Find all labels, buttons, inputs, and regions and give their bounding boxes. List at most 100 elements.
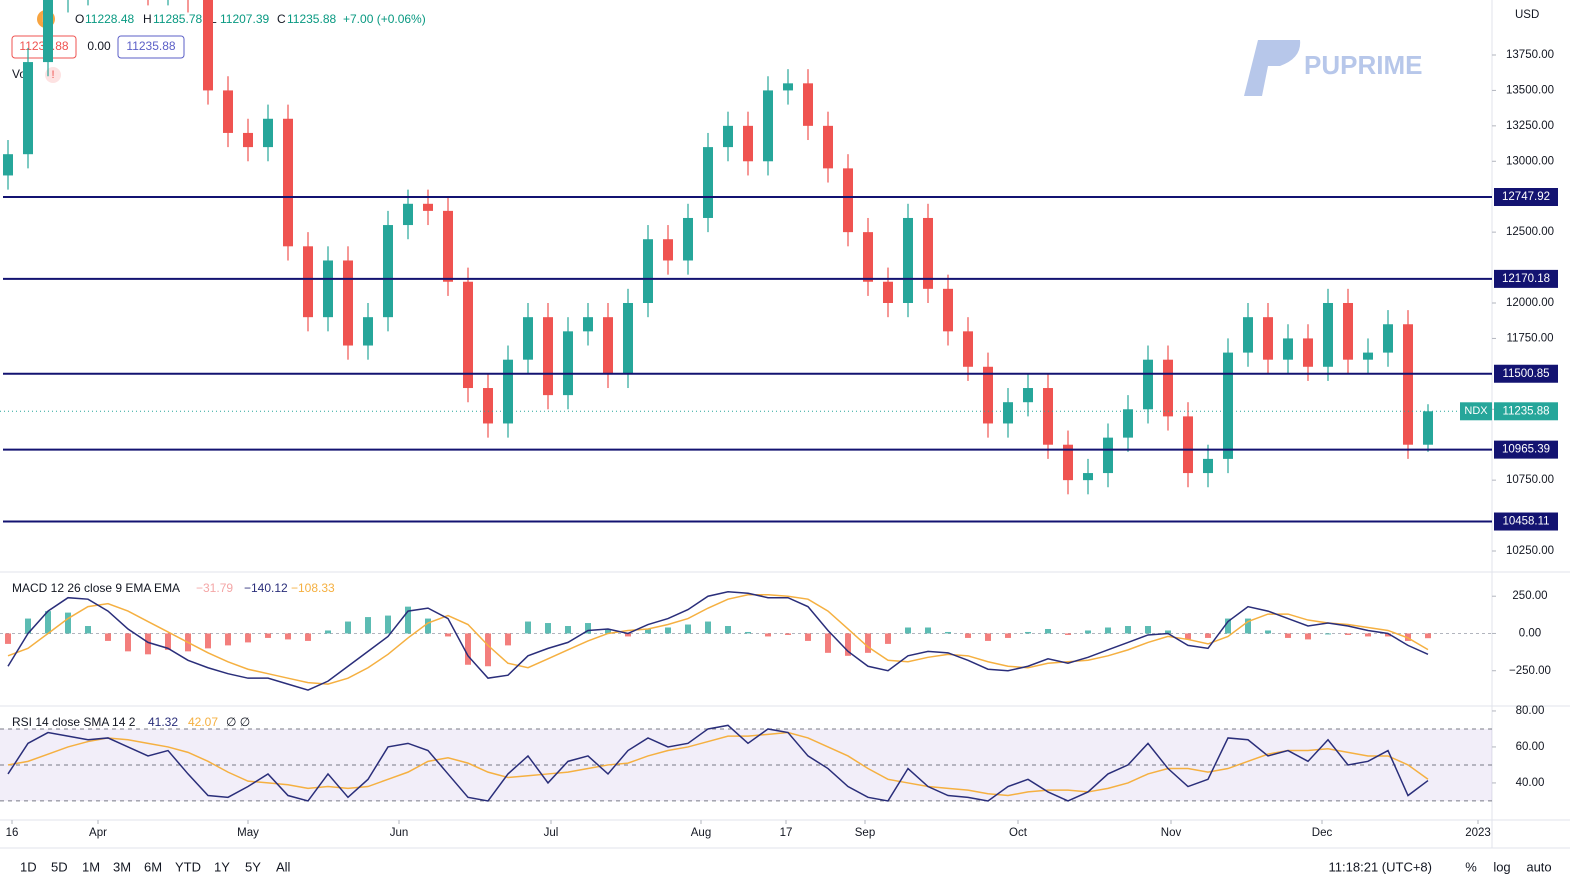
symbol-label-bg (1460, 402, 1492, 421)
candle-body (683, 217, 693, 261)
y-tick-label: 13000.00 (1506, 155, 1554, 167)
histogram-bar (885, 633, 891, 644)
histogram-bar (1365, 633, 1371, 637)
candle-body (803, 83, 813, 126)
level-label-bg (1494, 364, 1558, 383)
candle-body (23, 62, 33, 155)
price-box (117, 35, 185, 59)
candle-body (1023, 388, 1033, 403)
range-button[interactable]: 6M (144, 859, 162, 874)
candle-body (1043, 388, 1053, 445)
candle-body (223, 90, 233, 133)
histogram-bar (745, 631, 751, 634)
y-tick-label: 80.00 (1516, 705, 1545, 717)
price-box-value: 0.00 (87, 39, 111, 53)
indicator-value: −140.12 (244, 581, 288, 595)
toolbar-bg (0, 848, 1570, 890)
histogram-bar (85, 626, 91, 634)
indicator-value: −31.79 (196, 581, 233, 595)
range-button[interactable]: 1Y (214, 859, 230, 874)
histogram-bar (645, 628, 651, 634)
scale-option[interactable]: auto (1526, 859, 1551, 874)
histogram-bar (1245, 618, 1251, 634)
y-tick-label: 0.00 (1519, 627, 1541, 639)
candle-body (483, 388, 493, 424)
histogram-bar (705, 621, 711, 634)
histogram-bar (1305, 633, 1311, 640)
histogram-bar (245, 633, 251, 643)
histogram-bar (1045, 628, 1051, 634)
range-button[interactable]: 1M (82, 859, 100, 874)
candle-body (43, 0, 53, 63)
range-button[interactable]: All (276, 859, 291, 874)
range-button[interactable]: 5D (51, 859, 68, 874)
histogram-bar (825, 633, 831, 653)
histogram-bar (965, 633, 971, 638)
histogram-bar (465, 633, 471, 665)
histogram-bar (265, 633, 271, 638)
candle-body (523, 317, 533, 360)
histogram-bar (125, 633, 131, 652)
histogram-bar (765, 633, 771, 637)
range-button[interactable]: 1D (20, 859, 37, 874)
y-tick-label: 11750.00 (1506, 332, 1553, 344)
histogram-bar (285, 633, 291, 640)
range-button[interactable]: YTD (175, 859, 201, 874)
candle-body (1283, 338, 1293, 360)
macd-line (7, 590, 1429, 691)
level-label: 10458.11 (1502, 516, 1549, 528)
level-label-bg (1494, 512, 1558, 531)
candle-body (243, 132, 253, 148)
candle-body (283, 118, 293, 247)
range-button[interactable]: 3M (113, 859, 131, 874)
level-label-bg (1494, 269, 1558, 288)
y-tick-label: −250.00 (1509, 665, 1551, 677)
candle-body (1363, 352, 1373, 360)
histogram-bar (1165, 630, 1171, 634)
sma-line (7, 731, 1429, 797)
scale-option[interactable]: % (1465, 859, 1477, 874)
ohlc-value: 11228.48 (85, 12, 134, 26)
y-tick-label: 12500.00 (1506, 226, 1554, 238)
histogram-bar (725, 626, 731, 634)
candle-body (1243, 317, 1253, 353)
y-tick-label: 60.00 (1516, 741, 1545, 753)
ohlc-value: 11207.39 (220, 12, 269, 26)
histogram-bar (605, 628, 611, 634)
candle-body (643, 239, 653, 303)
indicator-title: RSI 14 close SMA 14 2 (12, 715, 136, 729)
indicator-value: 41.32 (148, 715, 178, 729)
y-tick-label: 40.00 (1516, 777, 1545, 789)
candle-body (1183, 416, 1193, 474)
candle-body (3, 154, 13, 176)
candle-body (823, 125, 833, 169)
histogram-bar (1005, 633, 1011, 638)
symbol-label: NDX (1464, 405, 1488, 417)
candle-body (1303, 338, 1313, 367)
level-label: 12747.92 (1502, 191, 1550, 203)
histogram-bar (1145, 626, 1151, 634)
candle-body (783, 83, 793, 91)
indicator-value: −108.33 (291, 581, 335, 595)
x-tick-label: 16 (6, 827, 19, 839)
histogram-bar (105, 633, 111, 641)
candle-body (303, 246, 313, 318)
histogram-bar (1425, 633, 1431, 639)
histogram-bar (685, 624, 691, 634)
histogram-bar (345, 621, 351, 634)
histogram-bar (905, 627, 911, 634)
x-tick-label: Jul (544, 827, 559, 839)
ohlc-key: L (210, 12, 217, 26)
scale-option[interactable]: log (1493, 859, 1510, 874)
currency[interactable]: USD (1515, 9, 1539, 21)
candle-body (583, 317, 593, 332)
candle-body (1223, 352, 1233, 459)
x-tick-label: Sep (855, 827, 875, 839)
candle-body (663, 239, 673, 261)
candle-body (843, 168, 853, 233)
x-tick-label: Aug (691, 827, 711, 839)
candle-body (903, 217, 913, 303)
range-button[interactable]: 5Y (245, 859, 261, 874)
histogram-bar (1385, 633, 1391, 637)
candle-body (203, 0, 213, 91)
